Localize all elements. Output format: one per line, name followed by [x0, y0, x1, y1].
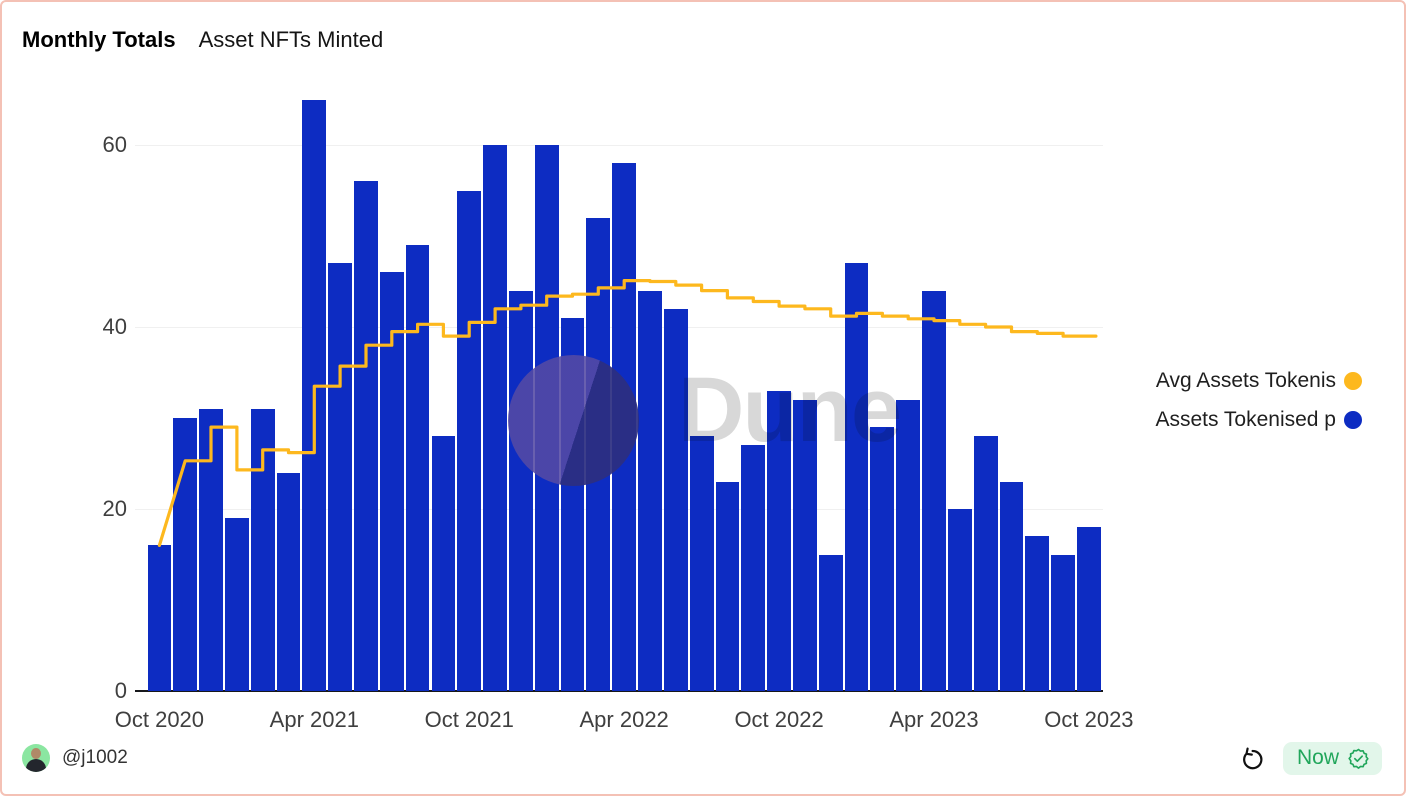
bar-dec-2022[interactable]: [818, 554, 843, 691]
bar-aug-2023[interactable]: [1025, 536, 1050, 691]
bar-mar-2023[interactable]: [896, 399, 921, 691]
legend-item-avg-assets[interactable]: Avg Assets Tokenis: [1155, 368, 1362, 394]
refresh-time-label: Now: [1296, 746, 1339, 769]
avatar[interactable]: [22, 744, 50, 772]
chart-header: Monthly Totals Asset NFTs Minted: [22, 27, 383, 53]
bar-jan-2022[interactable]: [534, 145, 559, 691]
x-axis-line: [135, 690, 1103, 692]
legend-item-assets-tokenised[interactable]: Assets Tokenised p: [1155, 407, 1362, 433]
bar-may-2021[interactable]: [328, 263, 353, 691]
bar-nov-2022[interactable]: [793, 399, 817, 691]
x-axis-tick-label: Oct 2021: [424, 707, 514, 732]
bar-sep-2021[interactable]: [431, 436, 456, 691]
x-axis-tick-label: Apr 2023: [889, 707, 979, 732]
bar-oct-2020[interactable]: [147, 545, 172, 691]
bar-jul-2022[interactable]: [689, 436, 714, 691]
refresh-icon[interactable]: [1239, 746, 1265, 772]
bar-jun-2023[interactable]: [973, 436, 998, 691]
gridline: [135, 145, 1103, 146]
bar-feb-2023[interactable]: [870, 427, 895, 691]
bar-mar-2022[interactable]: [586, 217, 611, 691]
page-title: Monthly Totals: [22, 27, 176, 52]
bar-apr-2023[interactable]: [922, 290, 946, 691]
x-axis-tick-label: Oct 2020: [114, 707, 205, 732]
x-axis-tick-label: Oct 2022: [734, 707, 824, 732]
author-area: @j1002: [22, 744, 128, 772]
bar-feb-2021[interactable]: [250, 408, 275, 691]
bar-feb-2022[interactable]: [560, 317, 585, 691]
bar-apr-2021[interactable]: [302, 99, 327, 691]
legend-dot-blue-icon: [1344, 411, 1362, 429]
chart-subtitle: Asset NFTs Minted: [198, 27, 384, 52]
bar-jan-2023[interactable]: [844, 263, 869, 691]
refresh-area: Now: [1239, 742, 1382, 775]
avatar-head: [31, 748, 41, 759]
x-axis-tick-label: Oct 2023: [1044, 707, 1134, 732]
y-axis-tick-label: 0: [114, 678, 127, 703]
bar-nov-2020[interactable]: [173, 418, 198, 691]
y-axis-tick-label: 40: [102, 314, 127, 339]
bar-aug-2021[interactable]: [405, 245, 430, 691]
bar-may-2022[interactable]: [638, 290, 662, 691]
bar-jan-2021[interactable]: [224, 518, 249, 691]
y-axis-tick-label: 60: [102, 132, 127, 157]
bar-oct-2022[interactable]: [767, 390, 791, 691]
x-axis-tick-label: Apr 2022: [579, 707, 669, 732]
x-axis-tick-label: Apr 2021: [269, 707, 359, 732]
last-refresh-badge[interactable]: Now: [1282, 742, 1382, 775]
bar-dec-2020[interactable]: [199, 408, 223, 691]
legend-dot-yellow-icon: [1344, 372, 1362, 390]
legend-label: Avg Assets Tokenis: [1155, 369, 1336, 392]
bar-oct-2023[interactable]: [1077, 527, 1101, 691]
bar-apr-2022[interactable]: [612, 163, 637, 691]
bar-jul-2023[interactable]: [999, 481, 1024, 691]
bar-dec-2021[interactable]: [508, 290, 533, 691]
bar-jun-2021[interactable]: [354, 181, 378, 691]
bar-aug-2022[interactable]: [715, 481, 740, 691]
verified-seal-icon: [1347, 747, 1370, 770]
bar-sep-2023[interactable]: [1051, 554, 1075, 691]
y-axis-tick-label: 20: [102, 496, 127, 521]
bar-may-2023[interactable]: [947, 509, 972, 691]
author-handle[interactable]: @j1002: [62, 747, 128, 768]
legend-label: Assets Tokenised p: [1155, 408, 1336, 431]
chart-legend: Avg Assets Tokenis Assets Tokenised p: [1155, 368, 1362, 446]
bar-mar-2021[interactable]: [276, 472, 301, 691]
bar-jul-2021[interactable]: [379, 272, 404, 691]
bar-oct-2021[interactable]: [457, 190, 482, 691]
bar-jun-2022[interactable]: [663, 308, 688, 691]
avatar-body: [26, 759, 46, 772]
bar-sep-2022[interactable]: [741, 445, 766, 691]
bar-nov-2021[interactable]: [483, 145, 507, 691]
